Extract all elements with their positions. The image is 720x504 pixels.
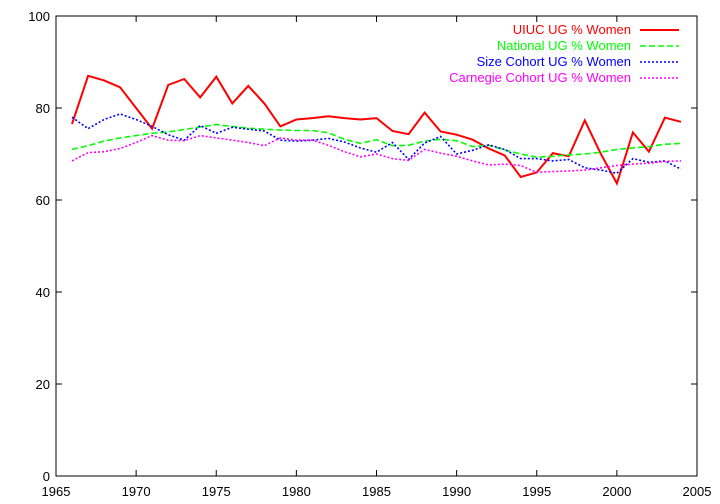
y-tick-label: 20 — [36, 377, 50, 392]
x-tick-label: 1990 — [442, 484, 471, 499]
x-tick-label: 1980 — [282, 484, 311, 499]
x-tick-label: 1985 — [362, 484, 391, 499]
x-axis-ticks: 1965 1970 1975 1980 1985 1990 1995 2000 2005 — [42, 16, 712, 499]
legend-label-3: Carnegie Cohort UG % Women — [449, 70, 631, 85]
legend-label-0: UIUC UG % Women — [513, 22, 631, 37]
y-axis-ticks: 0 20 40 60 80 100 — [28, 9, 697, 484]
x-tick-label: 1975 — [202, 484, 231, 499]
legend-label-2: Size Cohort UG % Women — [477, 54, 631, 69]
legend-label-1: National UG % Women — [497, 38, 631, 53]
series-line-0 — [71, 74, 682, 186]
y-tick-label: 80 — [36, 101, 50, 116]
series-line-2 — [71, 113, 682, 175]
series-line-1 — [71, 123, 682, 159]
series-line-3 — [71, 134, 682, 174]
y-tick-label: 40 — [36, 285, 50, 300]
x-tick-label: 1965 — [42, 484, 71, 499]
y-tick-label: 0 — [43, 469, 50, 484]
x-tick-label: 2000 — [602, 484, 631, 499]
x-tick-label: 2005 — [683, 484, 712, 499]
plot-frame — [55, 15, 698, 477]
series-layer — [71, 74, 682, 186]
y-tick-label: 100 — [28, 9, 50, 24]
x-tick-label: 1970 — [122, 484, 151, 499]
y-tick-label: 60 — [36, 193, 50, 208]
x-tick-label: 1995 — [522, 484, 551, 499]
